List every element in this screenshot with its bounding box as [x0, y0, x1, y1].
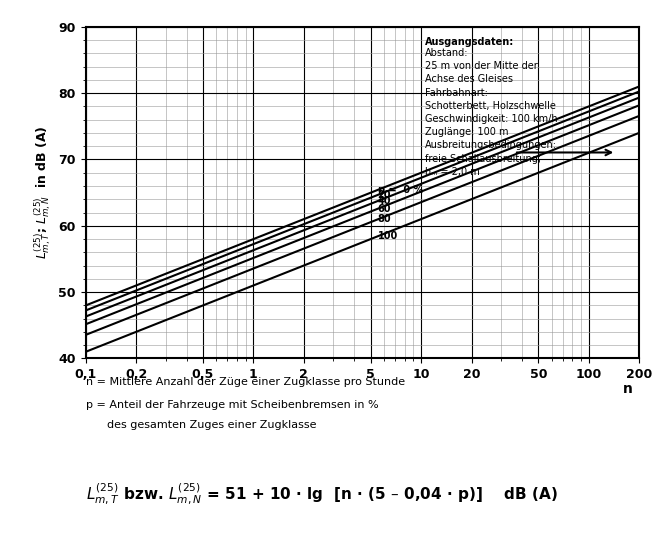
Text: des gesamten Zuges einer Zugklasse: des gesamten Zuges einer Zugklasse	[86, 420, 316, 430]
Text: p =  0 %: p = 0 %	[378, 185, 423, 195]
Text: 20: 20	[378, 190, 391, 200]
Text: Ausgangsdaten:: Ausgangsdaten:	[424, 37, 514, 47]
Text: Abstand:
25 m von der Mitte der
Achse des Gleises
Fahrbahnart:
Schotterbett, Hol: Abstand: 25 m von der Mitte der Achse de…	[424, 48, 558, 177]
Text: n = Mittlere Anzahl der Züge einer Zugklasse pro Stunde: n = Mittlere Anzahl der Züge einer Zugkl…	[86, 377, 405, 387]
Text: 100: 100	[378, 231, 398, 241]
Text: $L_{m,T}^{(25)}$ bzw. $L_{m,N}^{(25)}$ = 51 + 10 · lg  [n · (5 – 0,04 · p)]    d: $L_{m,T}^{(25)}$ bzw. $L_{m,N}^{(25)}$ =…	[86, 482, 558, 507]
Text: 60: 60	[378, 204, 391, 214]
Text: n: n	[623, 382, 633, 396]
Text: p = Anteil der Fahrzeuge mit Scheibenbremsen in %: p = Anteil der Fahrzeuge mit Scheibenbre…	[86, 400, 378, 410]
Text: 40: 40	[378, 196, 391, 206]
Text: 80: 80	[378, 215, 391, 224]
Y-axis label: $L_{m,T}^{(25)}$; $L_{m,N}^{(25)}$  in dB (A): $L_{m,T}^{(25)}$; $L_{m,N}^{(25)}$ in dB…	[32, 126, 53, 259]
